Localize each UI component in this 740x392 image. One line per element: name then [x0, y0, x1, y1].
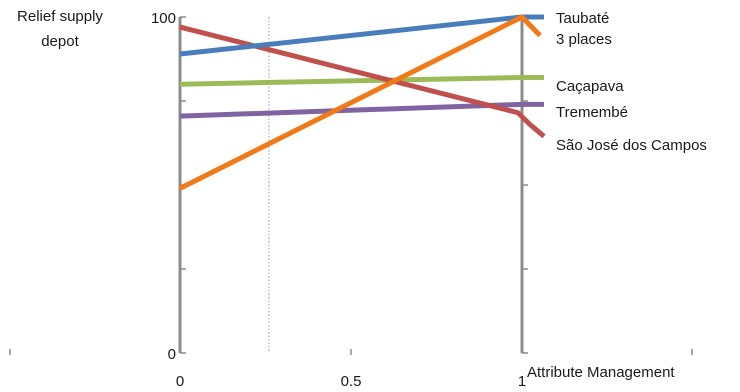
labels-layer: Taubaté 3 places Caçapava Tremembé São José … [556, 10, 707, 154]
series-line-4 [178, 14, 542, 191]
axes: 0 100 0 0.5 1 Relief supply depot Attribute Man… [9, 8, 693, 390]
series-end-label: Taubaté [556, 10, 609, 27]
series-line-2 [179, 101, 544, 119]
y-tick-label: 0 [168, 346, 176, 363]
y-axis-title: depot [41, 33, 79, 50]
series-line-1 [179, 74, 544, 87]
x-axis-title: Attribute Management [527, 364, 675, 381]
y-axis-title: Relief supply [17, 8, 103, 25]
series-layer [178, 14, 546, 191]
series-end-label: 3 places [556, 31, 612, 48]
series-end-label: São José dos Campos [556, 137, 707, 154]
x-tick-label: 0 [176, 373, 184, 390]
y-tick-label: 100 [151, 10, 176, 27]
series-end-label: Tremembé [556, 104, 628, 121]
series-line-3 [179, 24, 546, 139]
x-tick-label: 1 [518, 373, 526, 390]
x-tick-label: 0.5 [341, 373, 362, 390]
series-end-label: Caçapava [556, 78, 624, 95]
